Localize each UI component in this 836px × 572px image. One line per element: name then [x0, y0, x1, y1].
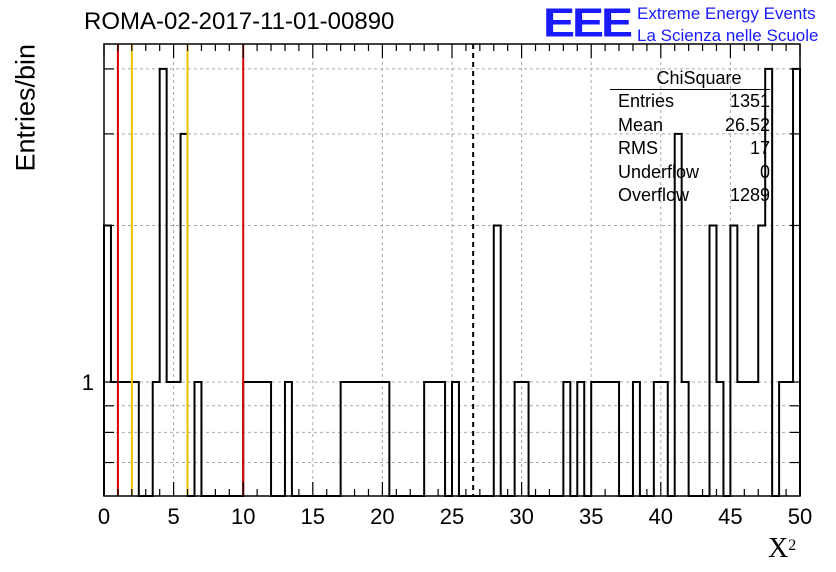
stats-row-mean: Mean 26.52: [610, 114, 770, 138]
x-tick-label: 25: [440, 504, 464, 529]
x-tick-label: 15: [301, 504, 325, 529]
stats-label: Underflow: [618, 161, 700, 182]
x-tick-label: 10: [231, 504, 255, 529]
stats-value: 17: [749, 138, 770, 158]
x-axis-label-superscript: 2: [788, 537, 797, 554]
stats-value: 1289: [729, 185, 770, 205]
x-axis-label-base: X: [768, 533, 789, 564]
logo-caption-line2: La Scienza nelle Scuole: [637, 26, 819, 45]
x-axis-label: X2: [768, 533, 796, 565]
y-tick-label: 1: [82, 370, 94, 395]
stats-box: ChiSquare Entries 1351 Mean 26.52 RMS 17 Un…: [610, 67, 770, 208]
x-tick-label: 5: [167, 504, 179, 529]
logo-caption-line1: Extreme Energy Events: [637, 4, 816, 23]
x-tick-label: 35: [579, 504, 603, 529]
x-tick-label: 30: [509, 504, 533, 529]
stats-row-entries: Entries 1351: [610, 90, 770, 114]
x-tick-label: 40: [649, 504, 673, 529]
stats-label: Entries: [618, 91, 675, 111]
stats-label: RMS: [618, 138, 658, 158]
eee-logo: EEE: [543, 0, 633, 46]
stats-title: ChiSquare: [610, 67, 770, 90]
stats-row-underflow: Underflow 0: [610, 161, 770, 185]
stats-value: 0: [759, 161, 770, 182]
stats-value: 1351: [729, 91, 770, 111]
x-tick-label: 20: [370, 504, 394, 529]
x-tick-label: 45: [718, 504, 742, 529]
run-title: ROMA-02-2017-11-01-00890: [84, 8, 395, 35]
stats-label: Mean: [618, 114, 664, 135]
stats-value: 26.52: [724, 114, 770, 135]
stats-row-rms: RMS 17: [610, 137, 770, 161]
stats-label: Overflow: [618, 185, 690, 205]
y-axis-label: Entries/bin: [10, 43, 41, 172]
x-tick-label: 0: [98, 504, 110, 529]
stats-row-overflow: Overflow 1289: [610, 184, 770, 208]
x-tick-label: 50: [788, 504, 812, 529]
